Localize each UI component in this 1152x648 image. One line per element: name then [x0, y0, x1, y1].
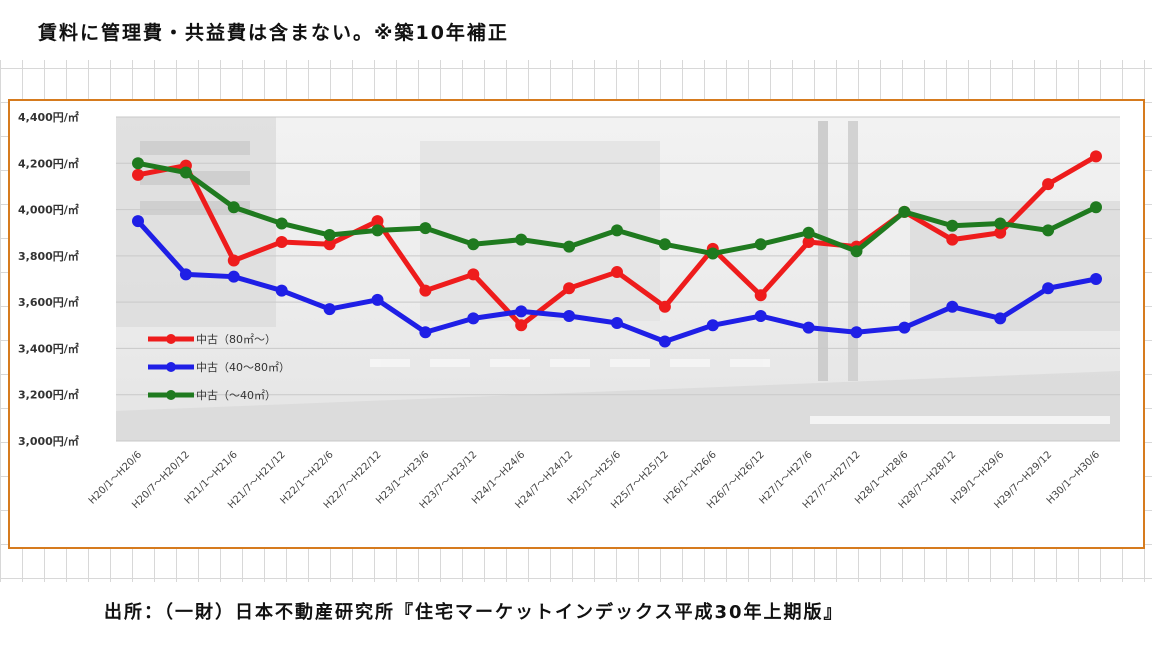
legend: 中古（80㎡～） 中古（40～80㎡） 中古（～40㎡）	[148, 333, 290, 402]
data-point	[419, 222, 432, 235]
y-tick-label: 4,400円/㎡	[18, 110, 79, 124]
data-point	[994, 217, 1007, 230]
data-point	[754, 310, 767, 323]
legend-label: 中古（80㎡～）	[196, 333, 276, 346]
data-point	[275, 235, 288, 248]
data-point	[323, 238, 336, 251]
legend-marker	[166, 334, 176, 344]
data-point	[850, 326, 863, 339]
y-tick-label: 4,200円/㎡	[18, 156, 79, 170]
data-point	[611, 224, 623, 237]
data-point	[467, 238, 480, 251]
data-point	[227, 201, 240, 214]
x-tick-label: H30/1～H30/6	[1045, 449, 1102, 506]
data-point	[946, 233, 959, 246]
data-point	[132, 157, 144, 170]
data-point	[994, 312, 1007, 325]
data-point	[467, 312, 480, 325]
footer-band	[0, 582, 1152, 648]
y-tick-label: 3,800円/㎡	[18, 249, 79, 263]
legend-label: 中古（～40㎡）	[196, 389, 276, 402]
chart-frame: 3,000円/㎡ 3,200円/㎡ 3,400円/㎡ 3,600円/㎡ 3,800円/㎡…	[8, 99, 1145, 549]
data-point	[419, 326, 432, 339]
data-point	[132, 215, 144, 228]
data-point	[515, 233, 528, 246]
data-point	[802, 235, 815, 248]
data-point	[850, 245, 863, 258]
data-point	[371, 215, 384, 228]
data-point	[227, 254, 240, 267]
data-point	[563, 240, 576, 253]
data-point	[898, 321, 911, 334]
data-point	[275, 217, 288, 230]
data-point	[323, 303, 336, 316]
y-tick-label: 4,000円/㎡	[18, 203, 79, 217]
data-point	[611, 266, 623, 279]
data-point	[802, 321, 815, 334]
data-point	[706, 319, 719, 332]
data-point	[611, 316, 623, 329]
data-point	[371, 293, 384, 306]
legend-marker	[166, 390, 176, 400]
data-point	[1042, 178, 1055, 191]
y-tick-label: 3,600円/㎡	[18, 295, 79, 309]
y-tick-label: 3,200円/㎡	[18, 388, 79, 402]
header-band	[0, 0, 1152, 60]
legend-marker	[166, 362, 176, 372]
data-point	[1042, 282, 1055, 295]
data-point	[563, 282, 576, 295]
data-point	[658, 300, 671, 313]
x-axis-ticks: H20/1～H20/6H20/7～H20/12H21/1～H21/6H21/7～…	[87, 449, 1102, 511]
data-point	[515, 319, 528, 332]
data-point	[946, 300, 959, 313]
data-point	[658, 238, 671, 251]
data-point	[132, 168, 144, 181]
rent-note: 賃料に管理費・共益費は含まない。※築10年補正	[38, 22, 509, 44]
data-point	[1090, 150, 1102, 163]
data-point	[658, 335, 671, 348]
data-point	[754, 289, 767, 302]
data-point	[371, 224, 384, 237]
data-point	[515, 305, 528, 318]
data-point	[1042, 224, 1055, 237]
data-point	[706, 247, 719, 260]
data-point	[754, 238, 767, 251]
y-tick-label: 3,000円/㎡	[18, 434, 79, 448]
series-group	[132, 150, 1102, 348]
data-point	[227, 270, 240, 283]
data-point	[898, 205, 911, 218]
data-point	[1090, 273, 1102, 285]
source-note: 出所：（一財）日本不動産研究所『住宅マーケットインデックス平成30年上期版』	[104, 602, 844, 623]
data-point	[1090, 201, 1102, 214]
gridlines	[116, 116, 1120, 442]
data-point	[179, 268, 192, 281]
data-point	[419, 284, 432, 297]
y-axis-ticks: 3,000円/㎡ 3,200円/㎡ 3,400円/㎡ 3,600円/㎡ 3,800円/㎡…	[18, 110, 79, 448]
legend-label: 中古（40～80㎡）	[196, 361, 290, 374]
data-point	[946, 219, 959, 232]
y-tick-label: 3,400円/㎡	[18, 341, 79, 355]
data-point	[467, 268, 480, 281]
data-point	[179, 166, 192, 179]
data-point	[275, 284, 288, 297]
data-point	[323, 229, 336, 242]
data-point	[994, 226, 1007, 239]
line-chart: 3,000円/㎡ 3,200円/㎡ 3,400円/㎡ 3,600円/㎡ 3,800円/㎡…	[18, 110, 1120, 511]
data-point	[563, 310, 576, 323]
data-point	[802, 226, 815, 239]
